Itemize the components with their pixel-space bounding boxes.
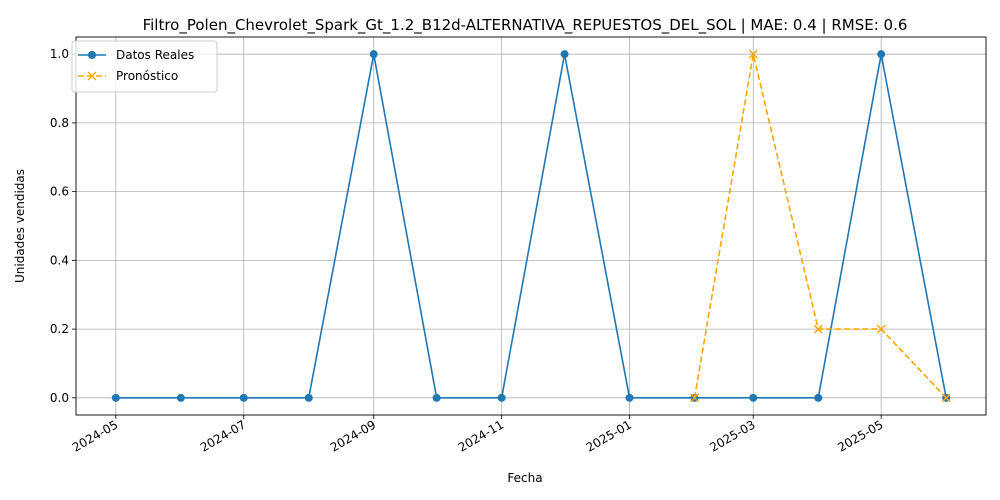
data-point-marker [560, 50, 569, 59]
y-tick-label: 1.0 [50, 47, 69, 61]
y-tick-label: 0.0 [50, 391, 69, 405]
data-point-marker [369, 50, 378, 59]
legend-entry: Pronóstico [78, 69, 178, 83]
legend-entry: Datos Reales [78, 48, 194, 62]
legend-label: Pronóstico [116, 69, 178, 83]
data-point-marker [877, 50, 886, 59]
y-tick-label: 0.8 [50, 116, 69, 130]
data-point-marker [239, 393, 248, 402]
x-tick-label: 2024-11 [456, 417, 506, 454]
y-axis: 0.0 0.2 0.4 0.6 0.8 1.0 [50, 47, 76, 405]
series-group [111, 49, 951, 403]
data-point-marker [748, 49, 758, 59]
series-line [693, 53, 947, 399]
data-point-marker [432, 393, 441, 402]
x-axis-label: Fecha [507, 471, 542, 485]
grid [76, 37, 986, 415]
x-tick-label: 2025-05 [835, 417, 885, 454]
x-tick-label: 2024-09 [328, 417, 378, 454]
series-actual [111, 50, 951, 402]
data-point-marker [690, 393, 700, 403]
series-line [115, 54, 947, 399]
y-tick-label: 0.4 [50, 253, 69, 267]
x-tick-label: 2024-07 [198, 417, 248, 454]
y-axis-label: Unidades vendidas [13, 169, 27, 283]
x-tick-label: 2025-03 [707, 417, 757, 454]
x-axis: 2024-05 2024-07 2024-09 2024-11 2025-01 2025-… [70, 415, 886, 455]
data-point-marker [814, 393, 823, 402]
plot-area-frame [75, 36, 987, 416]
data-point-marker [497, 393, 506, 402]
series-forecast [690, 49, 951, 403]
data-point-marker [304, 393, 313, 402]
data-point-marker [749, 393, 758, 402]
legend-label: Datos Reales [116, 48, 194, 62]
data-point-marker [111, 393, 120, 402]
legend: Datos Reales Pronóstico [71, 40, 218, 93]
data-point-marker [625, 393, 634, 402]
data-point-marker [176, 393, 185, 402]
y-tick-label: 0.2 [50, 322, 69, 336]
chart-title: Filtro_Polen_Chevrolet_Spark_Gt_1.2_B12d… [143, 16, 908, 35]
y-tick-label: 0.6 [50, 185, 69, 199]
x-tick-label: 2025-01 [584, 417, 634, 454]
data-point-marker [876, 324, 886, 334]
data-point-marker [941, 393, 951, 403]
legend-box [71, 40, 218, 93]
data-point-marker [813, 324, 823, 334]
x-tick-label: 2024-05 [70, 417, 120, 454]
